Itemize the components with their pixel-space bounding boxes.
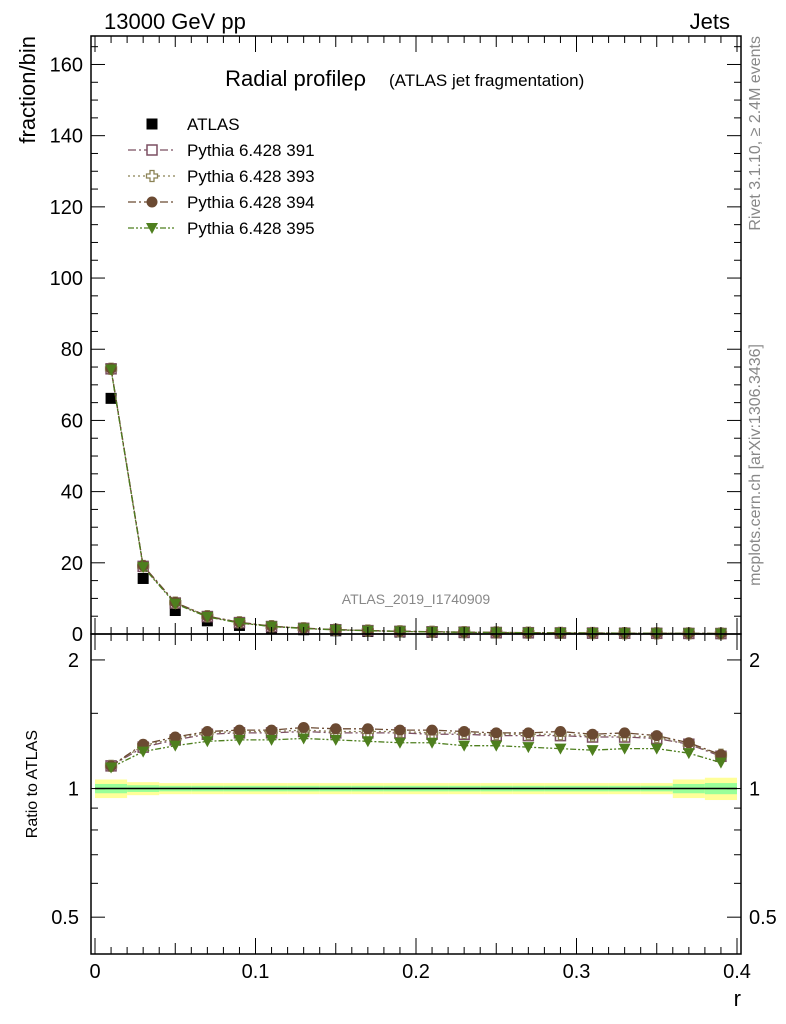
ratio-point-pythia-6-428-394 [233, 724, 245, 736]
header-left: 13000 GeV pp [104, 9, 246, 34]
data-point-pythia-6-428-395 [201, 611, 214, 623]
ratio-point-pythia-6-428-394 [458, 725, 470, 737]
legend: ATLAS Pythia 6.428 391 Pythia 6.428 393 Pyt… [128, 115, 315, 238]
y-tick-label: 60 [61, 410, 83, 432]
ratio-point-pythia-6-428-395 [522, 742, 535, 754]
ratio-point-pythia-6-428-395 [105, 762, 118, 774]
x-tick-label: 0.4 [723, 961, 751, 983]
ratio-point-pythia-6-428-395 [201, 736, 214, 748]
ratio-point-pythia-6-428-394 [651, 730, 663, 742]
ratio-point-pythia-6-428-394 [619, 727, 631, 739]
ratio-point-pythia-6-428-394 [330, 723, 342, 735]
ratio-point-pythia-6-428-395 [169, 740, 182, 752]
ratio-y-tick-label-right: 2 [749, 650, 760, 672]
ratio-point-pythia-6-428-395 [297, 733, 310, 745]
legend-marker-pythia-6-428-393 [145, 169, 159, 183]
rivet-label: Rivet 3.1.10, ≥ 2.4M events [747, 36, 764, 231]
chart-subtitle: (ATLAS jet fragmentation) [389, 71, 584, 90]
ratio-y-tick-label: 2 [68, 650, 79, 672]
ratio-point-pythia-6-428-394 [169, 731, 181, 743]
data-point-pythia-6-428-395 [233, 617, 246, 629]
data-point-pythia-6-428-395 [137, 562, 150, 574]
ratio-point-pythia-6-428-395 [458, 740, 471, 752]
data-point-atlas [169, 605, 181, 617]
x-tick-label: 0.1 [242, 961, 270, 983]
chart-title: Radial profileρ [225, 66, 366, 91]
legend-marker-atlas [146, 118, 158, 130]
ratio-point-pythia-6-428-394 [362, 723, 374, 735]
ratio-point-pythia-6-428-395 [137, 746, 150, 758]
ratio-y-tick-label-right: 0.5 [749, 907, 777, 929]
ratio-y-tick-label: 0.5 [51, 907, 79, 929]
legend-label-pythia-6-428-391: Pythia 6.428 391 [187, 141, 315, 160]
ratio-point-pythia-6-428-395 [650, 743, 663, 755]
ratio-point-pythia-6-428-394 [201, 725, 213, 737]
ratio-point-pythia-6-428-394 [554, 725, 566, 737]
y-axis-label: fraction/bin [15, 36, 40, 144]
ratio-point-pythia-6-428-395 [265, 734, 278, 746]
ratio-point-pythia-6-428-395 [361, 736, 374, 748]
main-plot-panel: 0 20 40 60 80 100 120 140 160 Radial profileρ (A… [15, 35, 742, 646]
ratio-point-pythia-6-428-394 [426, 724, 438, 736]
mcplots-label: mcplots.cern.ch [arXiv:1306.3436] [747, 344, 764, 586]
analysis-watermark: ATLAS_2019_I1740909 [342, 591, 491, 607]
data-point-atlas [137, 572, 149, 584]
ratio-point-pythia-6-428-394 [715, 749, 727, 761]
header-right: Jets [690, 9, 730, 34]
x-tick-label: 0.3 [563, 961, 591, 983]
legend-marker-pythia-6-428-395 [146, 223, 158, 234]
ratio-point-pythia-6-428-395 [554, 743, 567, 755]
y-tick-label: 40 [61, 482, 83, 504]
ratio-y-axis-label: Ratio to ATLAS [24, 730, 41, 838]
x-tick-label: 0 [89, 961, 100, 983]
ratio-point-pythia-6-428-395 [618, 743, 631, 755]
x-tick-label: 0.2 [402, 961, 430, 983]
ratio-point-pythia-6-428-394 [587, 728, 599, 740]
ratio-point-pythia-6-428-395 [490, 740, 503, 752]
ratio-y-tick-label: 1 [68, 779, 79, 801]
ratio-data-layer [95, 721, 737, 801]
y-tick-label: 80 [61, 339, 83, 361]
data-point-atlas [105, 392, 117, 404]
y-tick-label: 140 [50, 126, 83, 148]
ratio-point-pythia-6-428-395 [714, 757, 727, 769]
legend-label-pythia-6-428-393: Pythia 6.428 393 [187, 167, 315, 186]
y-tick-label: 120 [50, 197, 83, 219]
legend-label-pythia-6-428-395: Pythia 6.428 395 [187, 219, 315, 238]
x-axis-label: r [734, 986, 741, 1011]
y-tick-label: 20 [61, 553, 83, 575]
y-tick-label: 0 [72, 624, 83, 646]
legend-label-atlas: ATLAS [187, 115, 240, 134]
ratio-point-pythia-6-428-394 [522, 727, 534, 739]
legend-marker-pythia-6-428-391 [146, 144, 158, 156]
legend-label-pythia-6-428-394: Pythia 6.428 394 [187, 193, 315, 212]
main-axes: 0 20 40 60 80 100 120 140 160 [50, 36, 741, 646]
ratio-point-pythia-6-428-394 [266, 724, 278, 736]
ratio-plot-panel: 0.5 0.5 1 1 2 2 0 0.1 0.2 0.3 0.4 Ratio to ATLAS r [24, 633, 777, 1011]
ratio-point-pythia-6-428-394 [394, 724, 406, 736]
legend-marker-pythia-6-428-394 [146, 196, 158, 208]
ratio-axes: 0.5 0.5 1 1 2 2 0 0.1 0.2 0.3 0.4 [51, 634, 777, 983]
ratio-point-pythia-6-428-395 [426, 737, 439, 749]
y-tick-label: 160 [50, 54, 83, 76]
ratio-point-pythia-6-428-395 [682, 748, 695, 760]
ratio-y-tick-label-right: 1 [749, 779, 760, 801]
ratio-point-pythia-6-428-395 [586, 745, 599, 757]
data-point-pythia-6-428-395 [169, 598, 182, 610]
ratio-point-pythia-6-428-395 [329, 734, 342, 746]
ratio-point-pythia-6-428-394 [683, 737, 695, 749]
ratio-point-pythia-6-428-395 [233, 734, 246, 746]
y-tick-label: 100 [50, 268, 83, 290]
ratio-point-pythia-6-428-394 [298, 721, 310, 733]
data-point-pythia-6-428-395 [105, 364, 118, 376]
ratio-point-pythia-6-428-395 [393, 737, 406, 749]
ratio-point-pythia-6-428-394 [490, 727, 502, 739]
ratio-line-pythia-6-428-395 [110, 737, 722, 769]
